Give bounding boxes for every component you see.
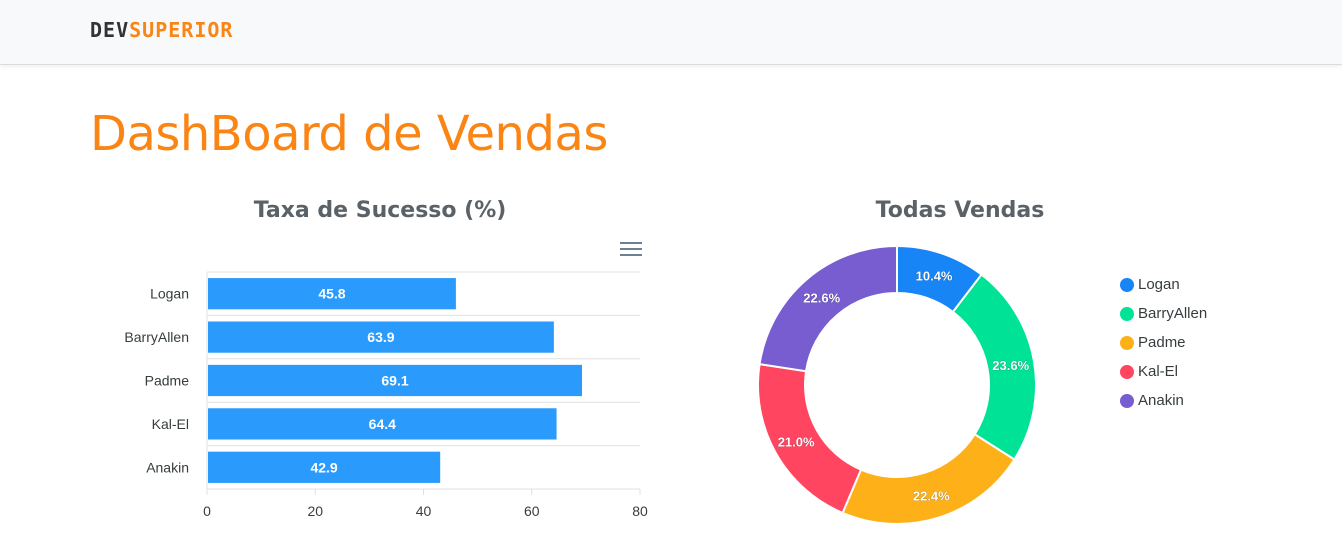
bar	[208, 364, 583, 397]
donut-slice-label: 23.6%	[992, 358, 1029, 373]
legend-item[interactable]: Logan	[1120, 270, 1207, 299]
brand-logo-part1: DEV	[90, 18, 130, 42]
donut-slice-label: 22.4%	[913, 488, 950, 503]
y-category-label: BarryAllen	[124, 329, 189, 345]
y-category-label: Anakin	[146, 459, 189, 475]
x-tick-label: 80	[632, 503, 648, 519]
donut-chart-title: Todas Vendas	[875, 198, 1045, 223]
legend-marker	[1120, 364, 1134, 379]
bar	[208, 408, 557, 440]
legend-item[interactable]: Kal-El	[1120, 357, 1207, 386]
bar	[208, 321, 554, 353]
legend-marker	[1120, 277, 1134, 292]
x-tick-label: 0	[203, 503, 211, 519]
bar	[208, 278, 456, 310]
bar-data-label: 42.9	[310, 459, 337, 475]
brand-logo-part2: SUPERIOR	[129, 18, 234, 42]
y-category-label: Logan	[150, 286, 189, 302]
navbar: DEVSUPERIOR	[0, 0, 1342, 65]
bar-data-label: 69.1	[381, 373, 408, 389]
x-tick-label: 40	[416, 503, 432, 519]
bar-data-label: 64.4	[369, 416, 396, 432]
donut-slice-label: 21.0%	[778, 434, 815, 449]
x-tick-label: 60	[524, 503, 540, 519]
legend-item[interactable]: Anakin	[1120, 386, 1207, 415]
donut-slice	[758, 244, 898, 373]
page-title: DashBoard de Vendas	[90, 106, 608, 162]
legend-label: Logan	[1138, 276, 1180, 293]
bar-chart: 0 20 40 60 80 45.8 Logan 63.9 BarryAllen 69.1 Padm…	[124, 271, 648, 519]
legend-item[interactable]: Padme	[1120, 328, 1207, 357]
donut-slice-label: 22.6%	[803, 290, 840, 305]
y-category-label: Kal-El	[152, 416, 189, 432]
y-category-label: Padme	[145, 373, 190, 389]
donut-legend: Logan BarryAllen Padme Kal-El Anakin	[1120, 270, 1207, 415]
legend-item[interactable]: BarryAllen	[1120, 299, 1207, 328]
donut-slice-label: 10.4%	[916, 269, 953, 284]
legend-label: Padme	[1138, 334, 1186, 351]
legend-marker	[1120, 306, 1134, 321]
bar-data-label: 45.8	[318, 286, 345, 302]
donut-chart: 10.4% 23.6% 22.4% 21.0% 22.6%	[757, 244, 1037, 525]
bar-chart-title: Taxa de Sucesso (%)	[253, 198, 507, 223]
legend-label: Anakin	[1138, 392, 1184, 409]
x-tick-label: 20	[307, 503, 323, 519]
donut-slice	[841, 432, 1016, 525]
legend-marker	[1120, 335, 1134, 350]
legend-label: BarryAllen	[1138, 305, 1208, 322]
legend-label: Kal-El	[1138, 363, 1179, 380]
bar-data-label: 63.9	[367, 329, 394, 345]
hamburger-menu-icon[interactable]	[620, 242, 642, 260]
bar	[208, 451, 441, 483]
legend-marker	[1120, 393, 1134, 408]
brand-logo[interactable]: DEVSUPERIOR	[90, 18, 233, 42]
